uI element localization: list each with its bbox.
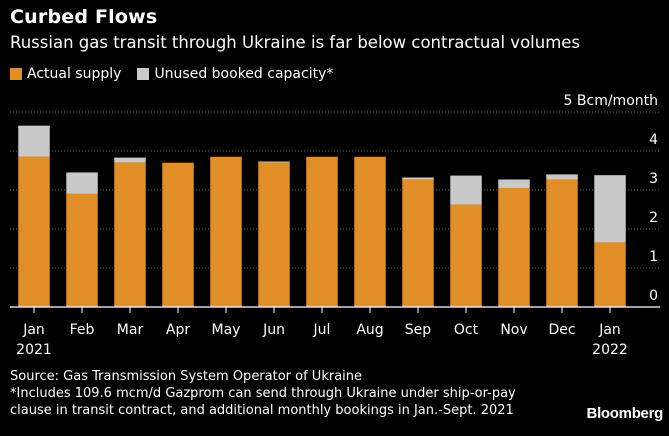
y-axis-unit-label: 5 Bcm/month bbox=[564, 93, 658, 109]
bar-actual-supply bbox=[66, 193, 98, 307]
bar-actual-supply bbox=[594, 242, 626, 307]
x-tick-label: Feb bbox=[70, 322, 95, 338]
y-tick-label: 2 bbox=[649, 210, 658, 226]
legend-swatch-unused bbox=[137, 68, 150, 80]
bar-actual-supply bbox=[354, 156, 386, 307]
bar-unused-capacity bbox=[594, 175, 626, 243]
bar-actual-supply bbox=[114, 162, 146, 307]
source-line: Source: Gas Transmission System Operator… bbox=[10, 369, 363, 384]
x-year-label: 2022 bbox=[592, 342, 628, 358]
bar-unused-capacity bbox=[450, 175, 482, 205]
y-tick-label: 1 bbox=[649, 249, 658, 265]
bar-actual-supply bbox=[210, 156, 242, 307]
bar-actual-supply bbox=[450, 204, 482, 307]
x-tick-label: Mar bbox=[117, 322, 144, 338]
bar-actual-supply bbox=[498, 188, 530, 307]
x-year-label: 2021 bbox=[16, 342, 52, 358]
chart-title: Curbed Flows bbox=[10, 6, 158, 28]
legend-label-unused: Unused booked capacity* bbox=[154, 66, 334, 82]
legend-swatch-actual bbox=[10, 68, 22, 80]
bar-unused-capacity bbox=[258, 161, 290, 163]
x-tick-label: Sep bbox=[405, 322, 432, 338]
x-tick-label: Jul bbox=[313, 322, 331, 338]
x-tick-label: Jan bbox=[22, 322, 45, 338]
bar-chart: Jan 2021 Feb Mar Apr May Jun Jul Aug Sep Oct Nov Dec… bbox=[10, 93, 660, 358]
legend: Actual supply Unused booked capacity* bbox=[10, 66, 349, 82]
x-tick-label: Jun bbox=[262, 322, 285, 338]
y-tick-label: 4 bbox=[649, 132, 658, 148]
bar-unused-capacity bbox=[546, 174, 578, 180]
x-tick-label: Oct bbox=[454, 322, 479, 338]
bar-unused-capacity bbox=[402, 177, 434, 180]
x-tick-label: Jan bbox=[598, 322, 621, 338]
footnote-line-1: *Includes 109.6 mcm/d Gazprom can send t… bbox=[10, 386, 516, 401]
bar-actual-supply bbox=[306, 156, 338, 307]
footnote-line-2: clause in transit contract, and addition… bbox=[10, 403, 514, 418]
legend-item-actual: Actual supply bbox=[10, 66, 121, 82]
bar-unused-capacity bbox=[498, 179, 530, 189]
bar-actual-supply bbox=[402, 179, 434, 307]
y-tick-label: 3 bbox=[649, 171, 658, 187]
bar-actual-supply bbox=[258, 162, 290, 307]
x-tick-label: Apr bbox=[166, 322, 190, 338]
x-tick-label: May bbox=[212, 322, 241, 338]
legend-label-actual: Actual supply bbox=[27, 66, 122, 82]
source-notes: Source: Gas Transmission System Operator… bbox=[10, 368, 516, 419]
bar-actual-supply bbox=[546, 179, 578, 307]
bar-actual-supply bbox=[18, 156, 50, 307]
bloomberg-logo: Bloomberg bbox=[586, 405, 664, 422]
x-tick-label: Nov bbox=[500, 322, 527, 338]
x-tick-label: Aug bbox=[356, 322, 383, 338]
bar-unused-capacity bbox=[114, 157, 146, 163]
legend-item-unused: Unused booked capacity* bbox=[137, 66, 333, 82]
y-tick-label: 0 bbox=[649, 288, 658, 304]
x-tick-label: Dec bbox=[548, 322, 575, 338]
bar-actual-supply bbox=[162, 162, 194, 307]
chart-subtitle: Russian gas transit through Ukraine is f… bbox=[10, 33, 581, 52]
bar-unused-capacity bbox=[18, 125, 50, 157]
bar-unused-capacity bbox=[66, 172, 98, 194]
